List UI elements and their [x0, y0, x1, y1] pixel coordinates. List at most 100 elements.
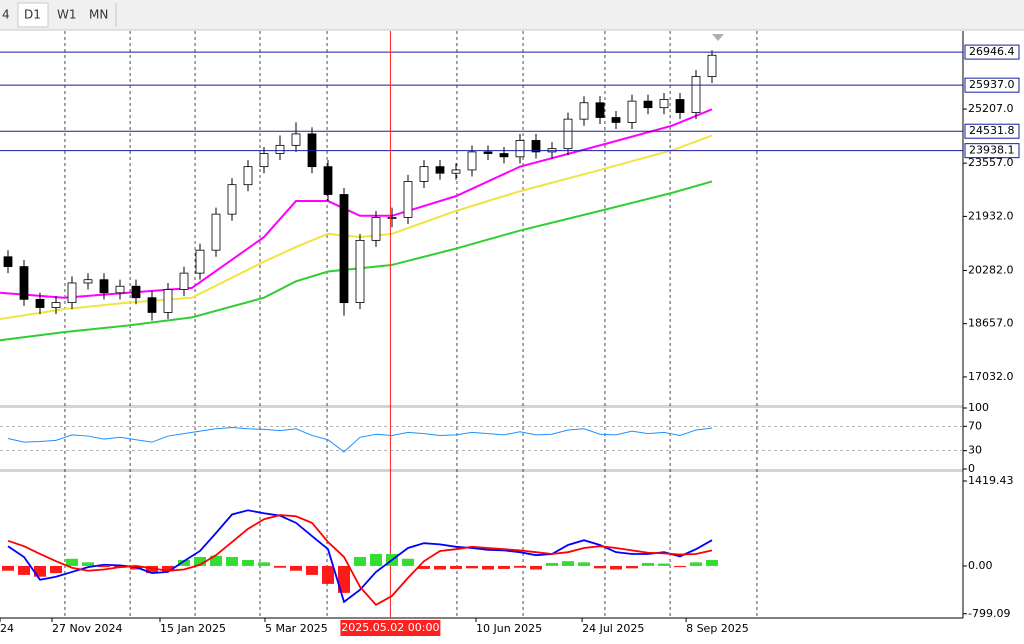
histogram-bar: [466, 565, 478, 569]
panel-separator: [0, 469, 963, 472]
histogram-bar: [226, 556, 238, 566]
candle-body: [467, 151, 477, 171]
candle-body: [51, 302, 61, 308]
y-tick-label: 23557.0: [968, 156, 1014, 169]
candle-body: [179, 272, 189, 290]
histogram-bar: [178, 559, 190, 566]
histogram-bar: [66, 558, 78, 566]
histogram-bar: [322, 565, 334, 584]
histogram-bar: [578, 562, 590, 566]
y-tick-label: -799.09: [968, 607, 1010, 620]
candle-body: [371, 217, 381, 241]
price-level-tag: [964, 77, 1020, 93]
histogram-bar: [370, 553, 382, 566]
x-tick-label: 5 Mar 2025: [265, 622, 328, 635]
histogram-bar: [626, 565, 638, 569]
histogram-bar: [338, 565, 350, 593]
y-tick-label: 21932.0: [968, 209, 1014, 222]
y-tick-label: 18657.0: [968, 317, 1014, 330]
y-tick-label: 30: [968, 444, 982, 457]
candle-body: [499, 153, 509, 158]
x-tick-label: 24 Jul 2025: [582, 622, 644, 635]
y-tick-label: 1419.43: [968, 474, 1014, 487]
histogram-bar: [274, 565, 286, 568]
candle-body: [659, 99, 669, 109]
candle-body: [275, 144, 285, 154]
histogram-bar: [434, 565, 446, 570]
histogram-bar: [594, 565, 606, 569]
histogram-bar: [706, 559, 718, 566]
y-tick-label: 0.00: [968, 559, 993, 572]
timeframe-tab[interactable]: D1: [24, 8, 41, 22]
candle-body: [691, 76, 701, 113]
shift-marker: [712, 34, 724, 41]
crosshair-label: 2025.05.02 00:00: [341, 621, 439, 634]
candle-body: [291, 133, 301, 146]
y-tick-label: 70: [968, 419, 982, 432]
candle-body: [531, 140, 541, 153]
candle-body: [99, 279, 109, 294]
candle-body: [339, 194, 349, 304]
histogram-bar: [402, 558, 414, 566]
histogram-bar: [306, 565, 318, 575]
candle-body: [243, 166, 253, 186]
histogram-bar: [482, 565, 494, 570]
histogram-bar: [18, 565, 30, 575]
histogram-bar: [2, 565, 14, 571]
histogram-bar: [162, 565, 174, 572]
x-tick-label: 8 Sep 2025: [686, 622, 749, 635]
candle-body: [355, 239, 365, 304]
indicator-line: [7, 514, 713, 606]
candle-body: [515, 140, 525, 158]
candle-body: [707, 54, 717, 77]
candle-body: [195, 249, 205, 274]
histogram-bar: [690, 562, 702, 566]
candle-body: [451, 169, 461, 174]
crosshair-tag: [340, 620, 441, 636]
timeframe-tab[interactable]: MN: [89, 8, 108, 22]
histogram-bar: [354, 556, 366, 566]
histogram-bar: [450, 565, 462, 569]
toolbar: [0, 0, 1024, 30]
price-level-label: 24531.8: [969, 124, 1015, 137]
candle-body: [35, 298, 45, 308]
price-level-tag: [964, 123, 1020, 139]
grid-layer: [64, 31, 758, 618]
histogram-bar: [98, 565, 110, 568]
histogram-bar: [290, 565, 302, 571]
price-level-label: 25937.0: [969, 78, 1015, 91]
price-level-tag: [964, 143, 1020, 159]
price-level-label: 23938.1: [969, 144, 1015, 157]
candle-body: [259, 153, 269, 168]
candle-body: [579, 102, 589, 120]
x-tick-label: 15 Jan 2025: [160, 622, 226, 635]
histogram-bar: [514, 565, 526, 568]
candle-body: [643, 100, 653, 109]
candle-body: [131, 285, 141, 299]
timeframe-tab[interactable]: 4: [2, 8, 10, 22]
histogram-bar: [34, 565, 46, 577]
timeframe-tab[interactable]: W1: [57, 8, 77, 22]
y-tick-label: 17032.0: [968, 370, 1014, 383]
candle-body: [419, 166, 429, 182]
candle-body: [83, 279, 93, 284]
candle-body: [595, 102, 605, 118]
histogram-bar: [258, 562, 270, 566]
histogram-bar: [658, 563, 670, 566]
candle-body: [67, 282, 77, 304]
x-tick-label: 24: [0, 622, 14, 635]
candle-body: [147, 297, 157, 313]
candle-body: [387, 217, 397, 219]
histogram-bar: [546, 562, 558, 566]
rsi-line: [7, 427, 713, 453]
histogram-bar: [674, 565, 686, 568]
histogram-bar: [146, 565, 158, 574]
histogram-bar: [50, 565, 62, 574]
histogram-bar: [610, 565, 622, 570]
active-tab-bg: [17, 2, 49, 28]
y-tick-label: 20282.0: [968, 263, 1014, 276]
histogram-bar: [82, 562, 94, 566]
histogram-bar: [194, 556, 206, 566]
candle-body: [323, 166, 333, 195]
